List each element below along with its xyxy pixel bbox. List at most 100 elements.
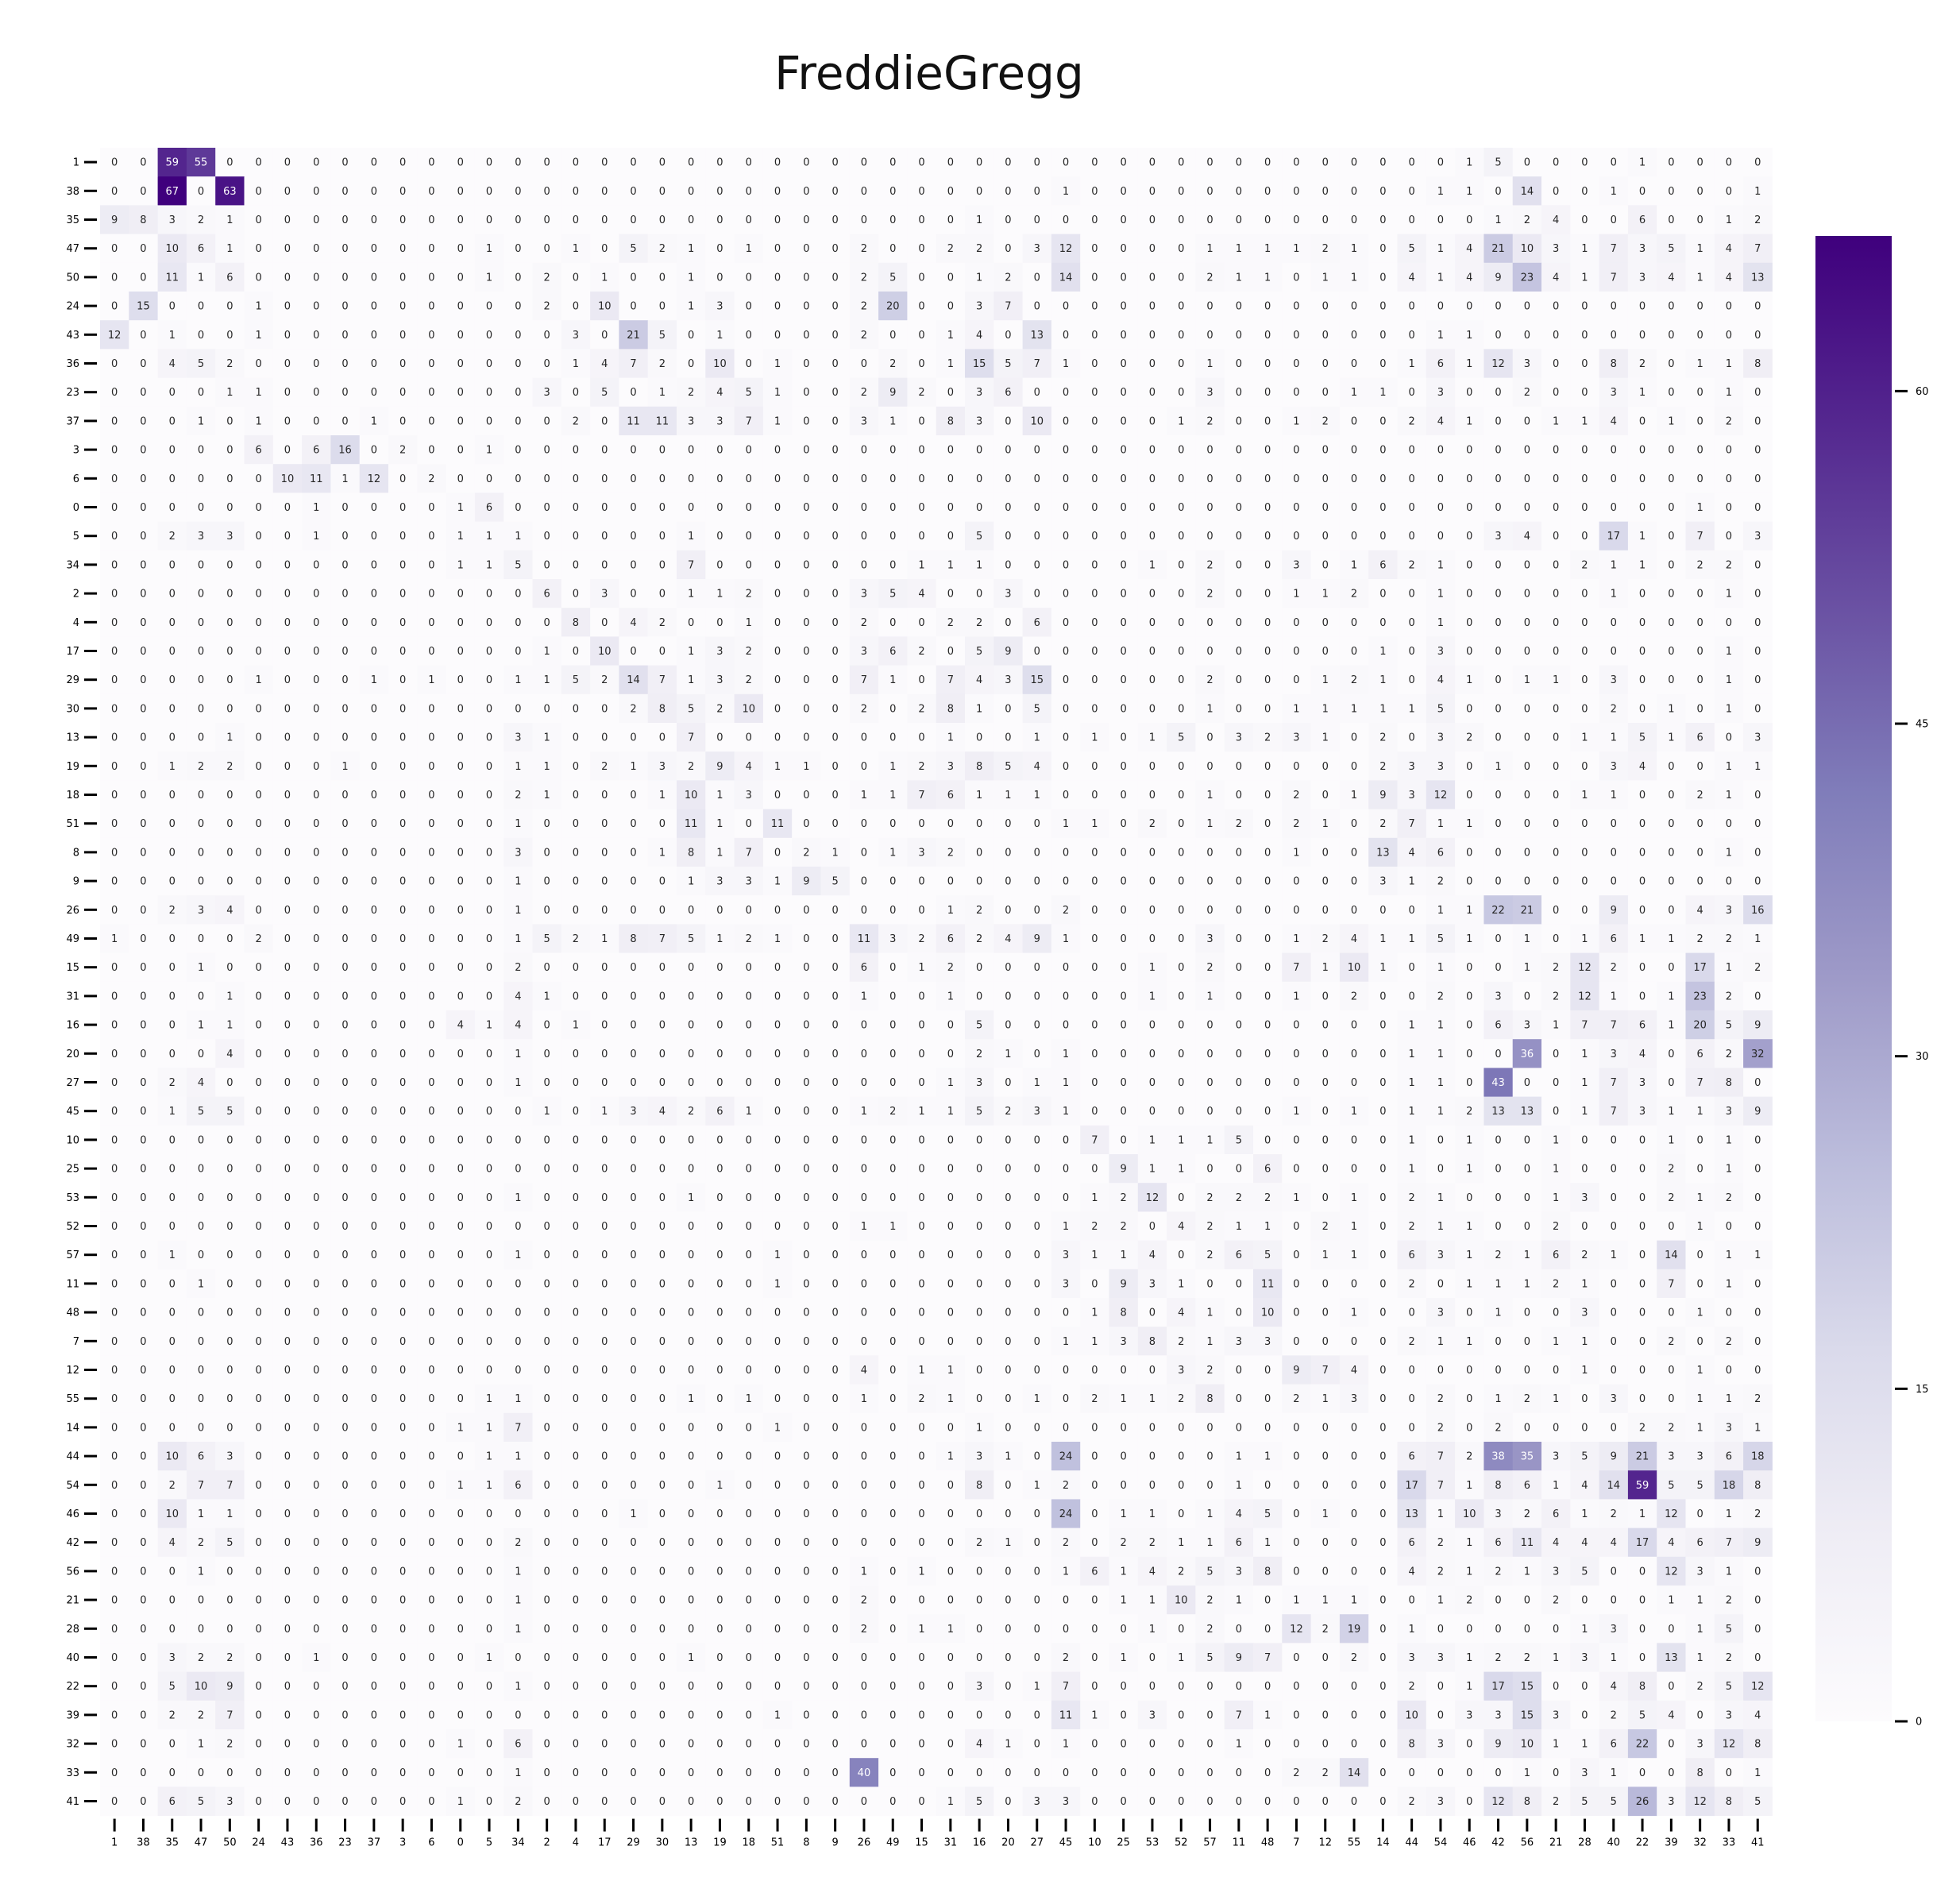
cell-value-label: 0 xyxy=(1466,387,1472,399)
heatmap-cell xyxy=(1368,262,1398,292)
cell-value-label: 0 xyxy=(659,445,666,457)
cell-value-label: 0 xyxy=(1091,674,1098,686)
cell-value-label: 6 xyxy=(947,933,954,945)
heatmap-cell xyxy=(878,234,908,264)
cell-value-label: 0 xyxy=(1754,589,1761,601)
cell-value-label: 2 xyxy=(169,905,176,917)
heatmap-cell xyxy=(1080,292,1109,321)
cell-value-label: 0 xyxy=(341,531,348,543)
cell-value-label: 0 xyxy=(1005,330,1011,342)
cell-value-label: 0 xyxy=(832,732,839,744)
cell-value-label: 5 xyxy=(1005,761,1011,773)
cell-value-label: 0 xyxy=(774,559,781,571)
cell-value-label: 5 xyxy=(1178,732,1184,744)
cell-value-label: 0 xyxy=(198,330,204,342)
heatmap-cell xyxy=(1109,176,1139,206)
cell-value-label: 0 xyxy=(1005,157,1011,169)
cell-value-label: 0 xyxy=(573,905,579,917)
cell-value-label: 0 xyxy=(1553,358,1559,370)
cell-value-label: 1 xyxy=(1351,387,1357,399)
cell-value-label: 0 xyxy=(313,905,319,917)
cell-value-label: 4 xyxy=(716,387,723,399)
cell-value-label: 0 xyxy=(169,617,176,629)
heatmap-cell xyxy=(1455,176,1484,206)
cell-value-label: 4 xyxy=(1726,243,1732,255)
cell-value-label: 1 xyxy=(774,761,781,773)
heatmap-cell xyxy=(1137,234,1167,264)
cell-value-label: 0 xyxy=(256,214,262,226)
heatmap-cell xyxy=(994,176,1024,206)
cell-value-label: 0 xyxy=(1581,157,1588,169)
heatmap-cell xyxy=(1282,148,1312,177)
heatmap-cell xyxy=(907,205,937,235)
cell-value-label: 0 xyxy=(1409,186,1415,198)
heatmap-cell xyxy=(590,234,619,264)
cell-value-label: 0 xyxy=(1236,186,1242,198)
cell-value-label: 0 xyxy=(399,272,406,284)
cell-value-label: 7 xyxy=(1005,301,1011,313)
heatmap-cell xyxy=(330,205,361,235)
cell-value-label: 0 xyxy=(1553,559,1559,571)
heatmap-cell xyxy=(590,320,619,350)
cell-value-label: 5 xyxy=(832,876,839,888)
cell-value-label: 0 xyxy=(313,589,319,601)
cell-value-label: 15 xyxy=(1030,674,1044,686)
cell-value-label: 1 xyxy=(832,847,839,859)
heatmap-cell xyxy=(965,234,994,264)
cell-value-label: 0 xyxy=(111,157,118,169)
cell-value-label: 3 xyxy=(1034,243,1040,255)
heatmap-cell xyxy=(330,377,361,407)
cell-value-label: 0 xyxy=(1611,818,1617,830)
cell-value-label: 0 xyxy=(573,818,579,830)
cell-value-label: 0 xyxy=(226,415,233,427)
cell-value-label: 0 xyxy=(1034,818,1040,830)
cell-value-label: 0 xyxy=(313,243,319,255)
cell-value-label: 0 xyxy=(284,933,291,945)
heatmap-cell xyxy=(129,292,159,321)
cell-value-label: 1 xyxy=(1322,272,1329,284)
cell-value-label: 0 xyxy=(371,933,377,945)
cell-value-label: 6 xyxy=(544,589,550,601)
cell-value-label: 0 xyxy=(1091,301,1098,313)
cell-value-label: 0 xyxy=(601,473,608,485)
heatmap-cell xyxy=(1743,262,1773,292)
cell-value-label: 0 xyxy=(169,703,176,715)
cell-value-label: 1 xyxy=(976,559,982,571)
heatmap-cell xyxy=(1599,176,1629,206)
cell-value-label: 0 xyxy=(832,445,839,457)
cell-value-label: 0 xyxy=(399,387,406,399)
cell-value-label: 0 xyxy=(284,330,291,342)
cell-value-label: 0 xyxy=(832,387,839,399)
cell-value-label: 1 xyxy=(1149,732,1156,744)
heatmap-cell xyxy=(359,205,389,235)
cell-value-label: 0 xyxy=(111,243,118,255)
heatmap-cell xyxy=(1627,320,1657,350)
heatmap-cell xyxy=(504,148,533,177)
cell-value-label: 0 xyxy=(1322,301,1329,313)
cell-value-label: 1 xyxy=(1063,186,1069,198)
cell-value-label: 0 xyxy=(803,703,809,715)
cell-value-label: 0 xyxy=(1524,502,1530,514)
cell-value-label: 0 xyxy=(659,559,666,571)
cell-value-label: 0 xyxy=(1264,617,1271,629)
heatmap-cell xyxy=(1714,205,1744,235)
cell-value-label: 0 xyxy=(371,818,377,830)
heatmap-cell xyxy=(388,377,418,407)
heatmap-cell xyxy=(762,377,793,407)
heatmap-cell xyxy=(1339,234,1369,264)
cell-value-label: 0 xyxy=(313,818,319,830)
cell-value-label: 0 xyxy=(918,876,924,888)
heatmap-cell xyxy=(619,148,649,177)
heatmap-cell xyxy=(1137,320,1167,350)
cell-value-label: 0 xyxy=(861,473,867,485)
cell-value-label: 0 xyxy=(601,330,608,342)
cell-value-label: 0 xyxy=(918,905,924,917)
cell-value-label: 0 xyxy=(1264,387,1271,399)
cell-value-label: 0 xyxy=(457,445,464,457)
cell-value-label: 0 xyxy=(341,301,348,313)
cell-value-label: 0 xyxy=(457,876,464,888)
heatmap-cell xyxy=(792,292,821,321)
cell-value-label: 0 xyxy=(428,272,434,284)
cell-value-label: 0 xyxy=(1379,214,1386,226)
cell-value-label: 0 xyxy=(1697,761,1703,773)
